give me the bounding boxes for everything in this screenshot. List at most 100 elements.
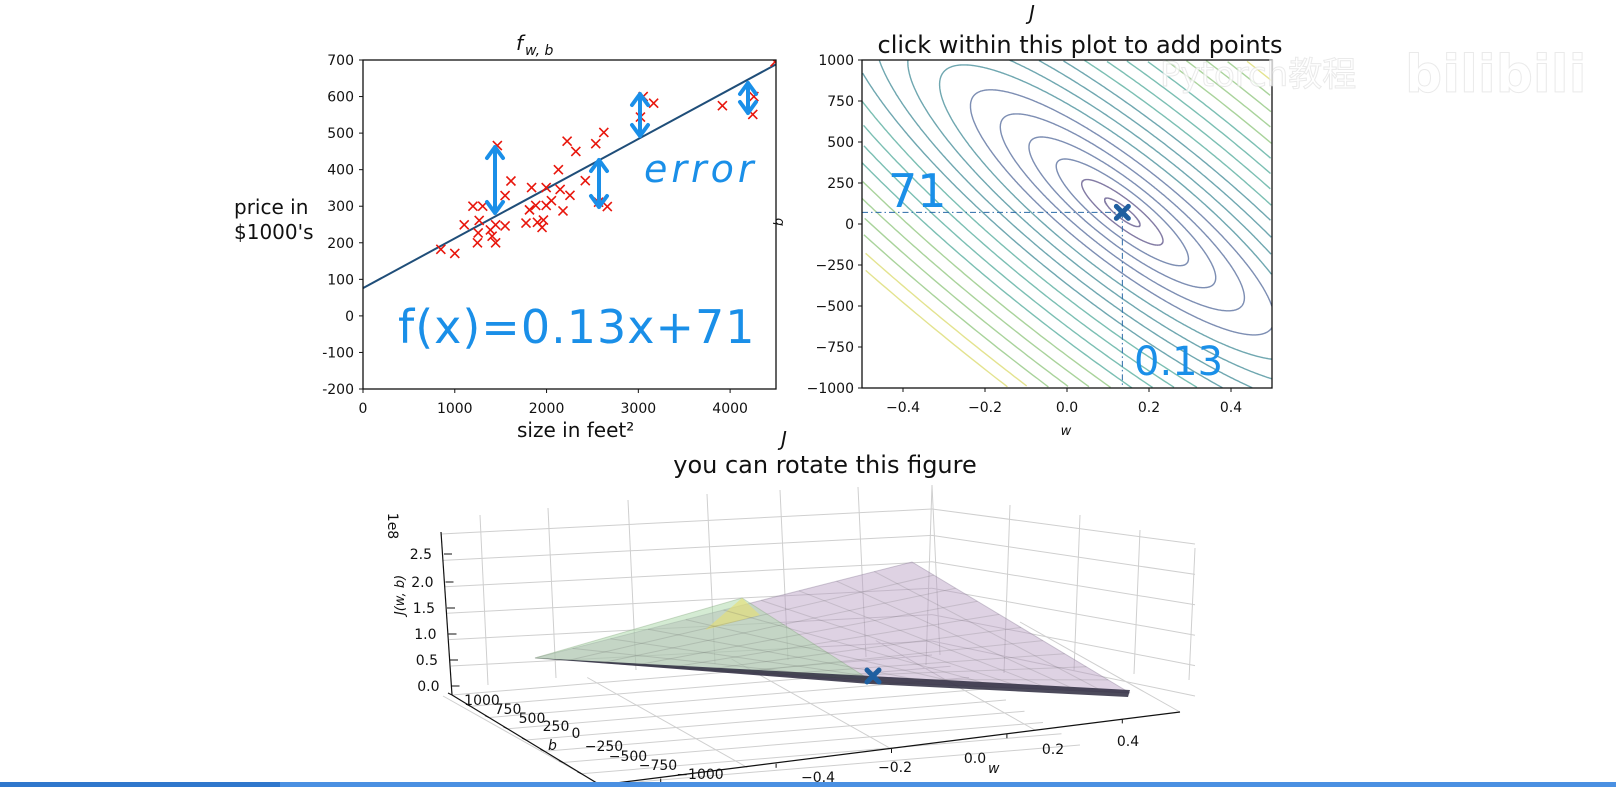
contour-plot[interactable]: J click within this plot to add points −… (772, 1, 1282, 439)
plot1-ylabel-line1: price in (234, 195, 308, 219)
pane-grid-line (1133, 529, 1141, 675)
data-point-x-marker (459, 219, 470, 230)
video-progress-fill (0, 782, 280, 787)
data-point-x-marker (553, 164, 564, 175)
data-point-x-marker (598, 127, 609, 138)
annotation-w-value: 0.13 (1134, 339, 1223, 385)
surface-peak-yellow (705, 598, 760, 630)
contour-level (938, 64, 1273, 360)
y-tick-label: 200 (327, 236, 354, 252)
data-point-x-marker (500, 220, 511, 232)
y-tick-label: 700 (327, 53, 354, 69)
surface-mesh-line (798, 590, 1053, 691)
y-tick-label: −1000 (807, 381, 854, 397)
b-tick-label: −1000 (676, 767, 723, 783)
y-tick-label: 100 (327, 272, 354, 288)
b-tick-mark (447, 692, 453, 696)
b-tick-mark (540, 748, 545, 752)
contour-level (865, 60, 1273, 387)
data-point-x-marker (505, 175, 517, 187)
error-arrow-icon (738, 81, 758, 115)
error-arrow-icon (485, 145, 505, 215)
data-point-x-marker (570, 146, 581, 157)
data-point-x-marker (473, 227, 484, 238)
plot1-title: f w, b (516, 31, 554, 59)
data-point-x-marker (524, 204, 535, 215)
regression-plot: f w, b 0 1000 2000 3000 400070060050040030020… (234, 31, 777, 442)
pane-grid-line (857, 486, 867, 658)
pane-grid-line (931, 561, 1196, 606)
surface-mesh-line (723, 609, 1001, 688)
z-tick-label: 0.5 (416, 653, 438, 669)
y-tick-label: 300 (327, 199, 354, 215)
y-tick-label: 400 (327, 163, 354, 179)
surface-plot[interactable]: J you can rotate this figure 2.5 2.0 1.5 1.… (384, 427, 1196, 787)
y-tick-label: 250 (827, 176, 854, 192)
plot3-wlabel: w (988, 761, 1000, 777)
plot1-title-sub: w, b (525, 43, 553, 59)
contour-level (1055, 158, 1190, 267)
plot1-xlabel: size in feet² (517, 418, 634, 442)
video-progress-bar[interactable] (0, 782, 1616, 787)
y-tick-label: 600 (327, 90, 354, 106)
plot3-title: you can rotate this figure (673, 451, 977, 479)
pane-grid-line (931, 640, 1196, 697)
data-point-x-marker (485, 224, 496, 236)
pane-grid-line (1003, 504, 1011, 674)
contour-level (907, 59, 1272, 380)
plot3-zlabel: J(w, b) (393, 575, 408, 618)
pane-grid-line (446, 587, 933, 614)
floor-grid-line (451, 654, 933, 696)
surface-mesh-line (874, 571, 1105, 693)
y-tick-label: 0 (845, 217, 854, 233)
data-point-x-marker (546, 195, 557, 206)
pane-grid-line (1188, 547, 1196, 681)
z-tick-label: 1.5 (413, 601, 435, 617)
plot1-ylabel-line2: $1000's (234, 220, 314, 244)
surface-mesh-line (568, 574, 934, 661)
pane-grid-line (1073, 514, 1081, 672)
plot2-ylabel: b (772, 218, 787, 226)
data-point-x-marker (770, 60, 776, 67)
b-tick-label: 1000 (464, 693, 500, 709)
pane-grid-line (931, 508, 1196, 545)
y-tick-label: −250 (816, 258, 854, 274)
pane-grid-line (925, 484, 933, 666)
contour-level (861, 60, 1271, 388)
w-tick-label: 0.0 (964, 751, 986, 767)
b-tick-label: 0 (572, 726, 581, 742)
pane-grid-line (931, 614, 1196, 667)
floor-grid-line (562, 722, 1044, 763)
x-tick-label: −0.4 (886, 400, 920, 416)
contour-level (1028, 136, 1217, 289)
pane-grid-line (931, 534, 1196, 575)
contour-level (863, 60, 1271, 389)
y-tick-label: -100 (322, 345, 354, 361)
floor-grid-line (507, 688, 988, 730)
b-tick-label: −250 (585, 739, 623, 755)
annotation-equation: f(x)=0.13x+71 (398, 300, 756, 354)
contour-level (1104, 197, 1141, 228)
x-tick-label: 2000 (529, 401, 565, 417)
surface-mesh-line (735, 640, 1043, 673)
z-tick-label: 0.0 (417, 679, 439, 695)
b-tick-mark (466, 703, 471, 707)
contour-level (861, 59, 1272, 388)
data-point-x-marker (557, 205, 569, 217)
b-tick-label: −500 (609, 749, 647, 765)
data-point-x-marker (435, 244, 446, 255)
x-tick-label: 4000 (712, 401, 748, 417)
x-tick-label: 0.2 (1138, 400, 1160, 416)
surface-mesh-line (685, 619, 975, 687)
data-point-x-marker (449, 248, 460, 259)
x-tick-label: 1000 (437, 401, 473, 417)
b-tick-mark (503, 726, 508, 730)
contour-level (862, 59, 1272, 388)
fit-line (363, 63, 776, 289)
data-point-x-marker (648, 98, 659, 109)
surface-mesh-line (635, 600, 978, 666)
w-tick-label: −0.2 (878, 760, 912, 776)
b-tick-label: 250 (543, 719, 570, 735)
data-point-x-marker (541, 182, 552, 193)
